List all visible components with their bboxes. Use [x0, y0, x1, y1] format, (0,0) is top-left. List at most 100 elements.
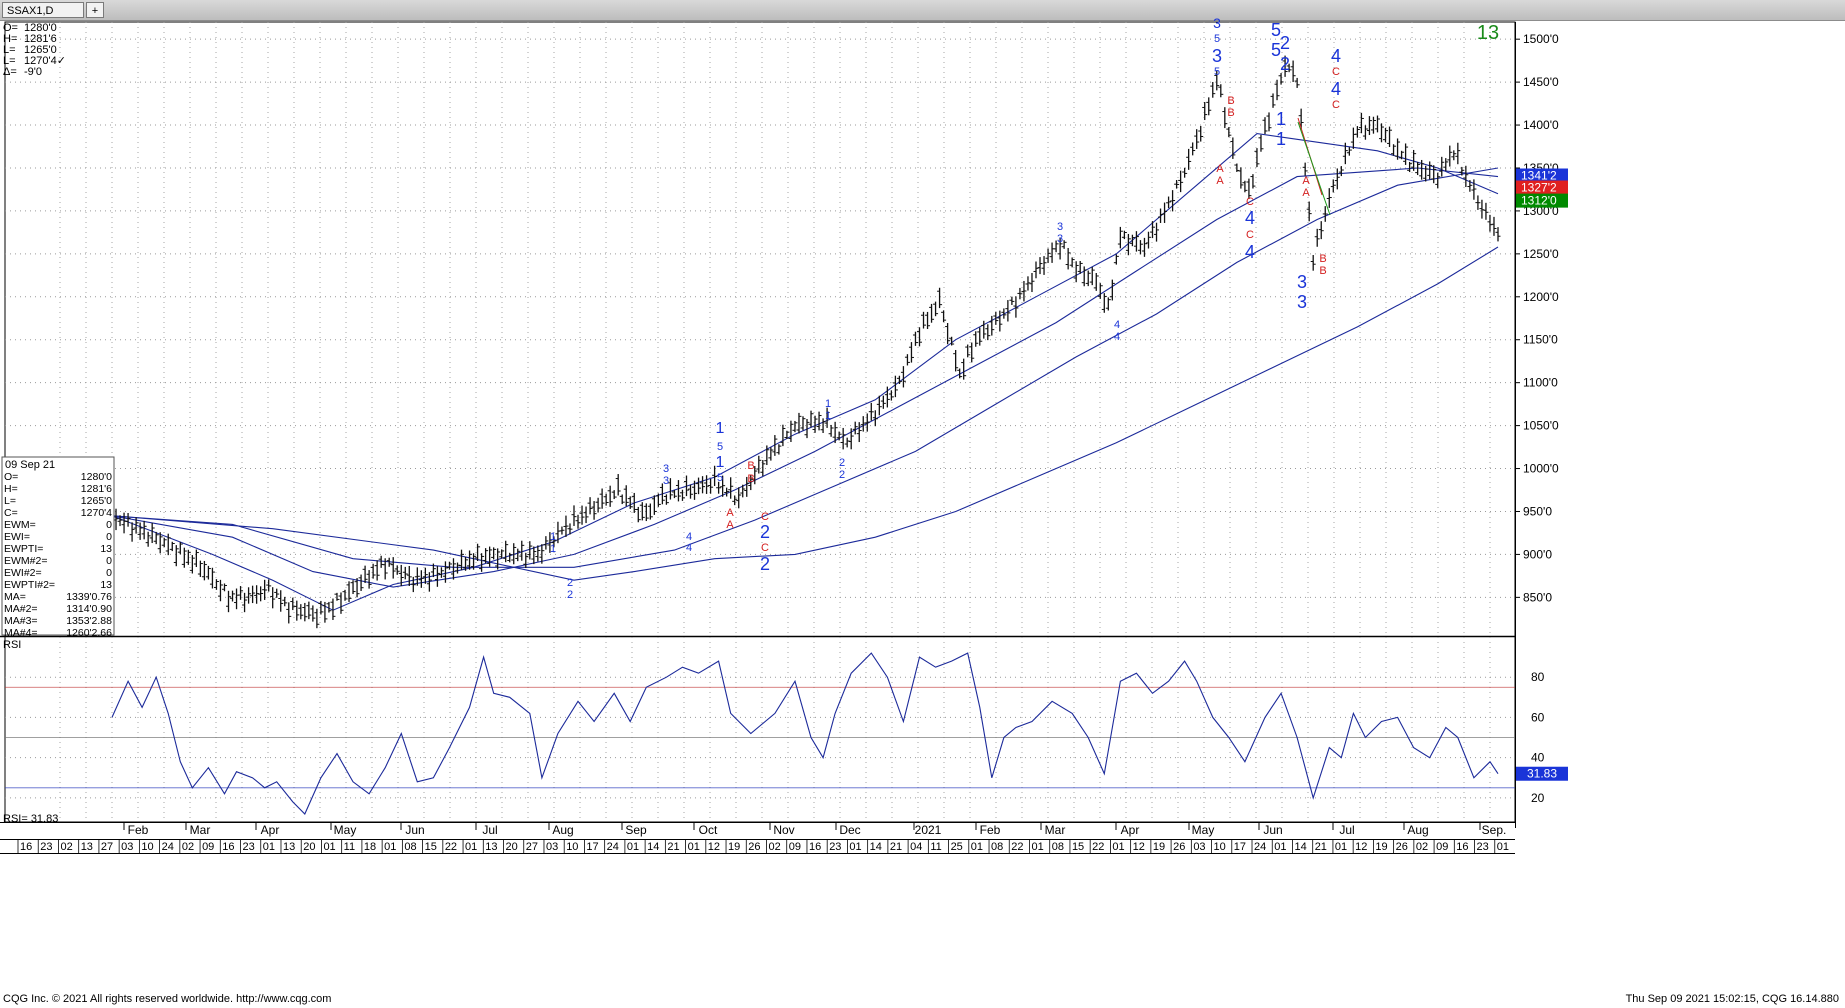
ohlc-bar — [856, 422, 862, 443]
info-box-key: EWI#2= — [4, 567, 42, 579]
day-label: 15 — [425, 841, 437, 853]
wave-label: 5 — [1214, 33, 1220, 45]
day-label: 08 — [404, 841, 416, 853]
rsi-badge-label: 31.83 — [1527, 767, 1557, 781]
day-label: 11 — [930, 841, 941, 853]
ohlc-bar — [217, 579, 223, 602]
ohlc-bar — [1057, 238, 1063, 260]
wave-label: C — [1332, 66, 1340, 78]
info-box-key: EWPTI#2= — [4, 579, 55, 591]
ohlc-bar — [414, 567, 420, 586]
header-quote-value: 1265'0 — [24, 44, 57, 56]
ohlc-bar — [370, 563, 376, 579]
ohlc-bar — [507, 552, 513, 563]
header-quote-key: Δ= — [3, 66, 17, 78]
ohlc-bar — [230, 590, 236, 602]
ohlc-bar — [374, 560, 380, 581]
ohlc-bar — [1033, 261, 1039, 279]
ohlc-bar — [671, 490, 677, 499]
ohlc-bar — [623, 485, 629, 507]
ohlc-bar — [161, 537, 167, 548]
wave-label: 5 — [717, 472, 723, 484]
ohlc-bar — [1246, 178, 1252, 200]
price-badge: 1341'2 — [1516, 168, 1568, 183]
day-label: 21 — [890, 841, 902, 853]
month-label: Nov — [773, 823, 794, 837]
ohlc-bar — [1471, 179, 1477, 200]
ohlc-bar — [286, 602, 292, 624]
ohlc-bar — [575, 514, 581, 529]
day-label: 01 — [1031, 841, 1043, 853]
header-quote-value: 1281'6 — [24, 33, 57, 45]
day-label: 10 — [141, 841, 153, 853]
ohlc-bar — [921, 311, 927, 329]
ohlc-bar — [663, 494, 669, 505]
wave-count: 13 — [1477, 22, 1499, 44]
info-box-value: 1339'0.76 — [66, 591, 112, 603]
tab-ssax1-daily[interactable]: SSAX1,D — [2, 2, 84, 18]
ohlc-bar — [1097, 283, 1103, 299]
wave-label: 4 — [1331, 46, 1341, 66]
ohlc-bar — [1242, 180, 1248, 193]
ohlc-bar — [366, 570, 372, 589]
ohlc-bar — [828, 424, 834, 437]
wave-label: B — [1319, 253, 1326, 265]
ohlc-bar — [993, 311, 999, 325]
ohlc-bar — [282, 596, 288, 607]
ohlc-bar — [864, 413, 870, 432]
ohlc-bar — [896, 375, 902, 384]
month-label: Jun — [405, 823, 424, 837]
day-label: 01 — [323, 841, 335, 853]
ohlc-bar — [519, 540, 525, 561]
price-tick-label: 1000'0 — [1523, 462, 1559, 476]
ohlc-bar — [780, 424, 786, 447]
ohlc-bar — [1041, 256, 1047, 275]
rsi-title: RSI — [3, 639, 21, 651]
day-label: 02 — [769, 841, 781, 853]
ohlc-bar — [1230, 137, 1236, 159]
ohlc-bar — [1346, 147, 1352, 156]
ohlc-bar — [539, 544, 545, 564]
ohlc-bar — [1234, 163, 1240, 172]
day-label: 16 — [20, 841, 32, 853]
ohlc-bar — [933, 301, 939, 317]
wave-label: 2 — [839, 457, 845, 469]
ohlc-bar — [1314, 228, 1320, 247]
moving-average-line — [111, 246, 1499, 581]
ohlc-bar — [647, 503, 653, 520]
rsi-tick-label: 20 — [1531, 791, 1545, 805]
month-label: Mar — [190, 823, 211, 837]
ohlc-bar — [1366, 116, 1372, 136]
day-label: 11 — [344, 841, 355, 853]
add-tab-button[interactable]: + — [86, 2, 104, 18]
ohlc-bar — [1427, 161, 1433, 180]
ohlc-bar — [1089, 267, 1095, 286]
wave-label: 2 — [567, 577, 573, 589]
ohlc-bar — [523, 552, 529, 569]
ohlc-bar — [1278, 73, 1284, 85]
ohlc-bar — [1334, 168, 1340, 190]
ohlc-bar — [185, 549, 191, 565]
ohlc-bar — [1001, 308, 1007, 319]
day-label: 24 — [1254, 841, 1266, 853]
ohlc-bar — [929, 303, 935, 323]
ohlc-bar — [1455, 142, 1461, 165]
ohlc-bar — [1374, 115, 1380, 133]
ohlc-bar — [298, 604, 304, 620]
ohlc-bar — [334, 592, 340, 601]
ohlc-bar — [438, 567, 444, 578]
ohlc-bar — [129, 522, 135, 542]
wave-label: B — [1227, 95, 1234, 107]
day-label: 01 — [849, 841, 861, 853]
time-axis: Feb Mar Apr May Jun Jul Aug Sep Oct Nov Dec 2021 Feb… — [0, 822, 1515, 854]
day-label: 09 — [202, 841, 214, 853]
wave-label: 5 — [1271, 20, 1281, 40]
wave-label: B — [747, 473, 754, 485]
price-badge: 1327'2 — [1516, 180, 1568, 195]
ohlc-bar — [675, 480, 681, 502]
ohlc-bar — [1113, 254, 1119, 265]
ohlc-bar — [973, 331, 979, 347]
ohlc-bar — [137, 522, 143, 540]
ohlc-bar — [1330, 179, 1336, 193]
